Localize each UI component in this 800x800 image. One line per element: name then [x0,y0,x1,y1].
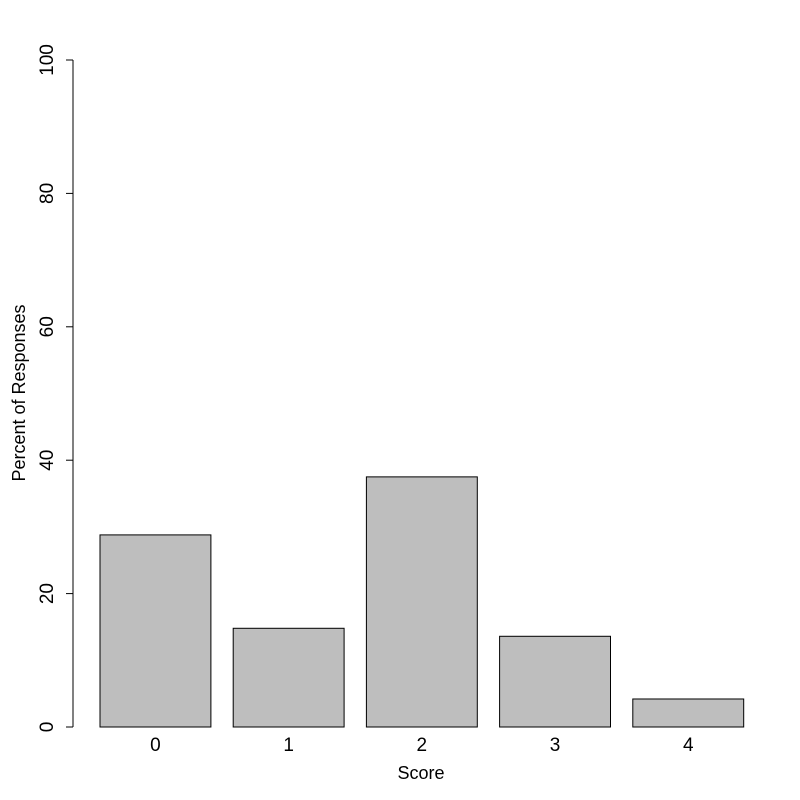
y-tick-label: 40 [37,450,58,471]
y-tick-label: 0 [37,722,58,733]
y-tick-label: 60 [37,316,58,337]
bar [232,627,345,728]
x-tick-label: 3 [550,735,561,756]
x-tick-label: 0 [150,735,161,756]
x-axis-label: Score [397,763,444,783]
x-tick-label: 2 [417,735,428,756]
bar [632,698,745,728]
y-axis-label: Percent of Responses [9,304,29,481]
bar [99,534,212,728]
x-tick-label: 1 [283,735,294,756]
y-tick-label: 100 [37,44,58,76]
x-tick-label: 4 [683,735,694,756]
bar [499,635,612,728]
y-tick-label: 80 [37,183,58,204]
bar [365,476,478,728]
y-tick-label: 20 [37,583,58,604]
